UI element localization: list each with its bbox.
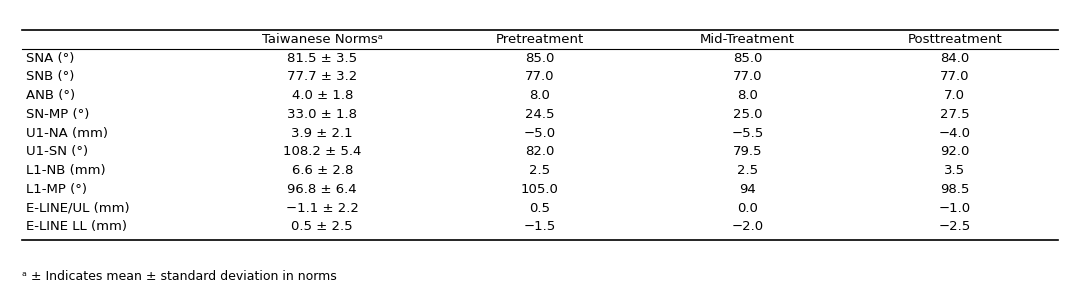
Text: SN-MP (°): SN-MP (°) [26, 108, 90, 121]
Text: −5.5: −5.5 [731, 127, 764, 140]
Text: Pretreatment: Pretreatment [496, 33, 584, 46]
Text: Posttreatment: Posttreatment [907, 33, 1002, 46]
Text: −5.0: −5.0 [524, 127, 556, 140]
Text: 2.5: 2.5 [737, 164, 758, 177]
Text: 3.9 ± 2.1: 3.9 ± 2.1 [292, 127, 353, 140]
Text: 81.5 ± 3.5: 81.5 ± 3.5 [287, 52, 357, 64]
Text: L1-NB (mm): L1-NB (mm) [26, 164, 106, 177]
Text: 24.5: 24.5 [525, 108, 555, 121]
Text: −1.0: −1.0 [939, 202, 971, 214]
Text: 92.0: 92.0 [940, 146, 970, 158]
Text: ᵃ ± Indicates mean ± standard deviation in norms: ᵃ ± Indicates mean ± standard deviation … [22, 269, 336, 283]
Text: 0.5 ± 2.5: 0.5 ± 2.5 [292, 220, 353, 233]
Text: 0.5: 0.5 [529, 202, 551, 214]
Text: E-LINE LL (mm): E-LINE LL (mm) [26, 220, 127, 233]
Text: 108.2 ± 5.4: 108.2 ± 5.4 [283, 146, 362, 158]
Text: 77.0: 77.0 [732, 70, 762, 83]
Text: 25.0: 25.0 [732, 108, 762, 121]
Text: 77.0: 77.0 [525, 70, 555, 83]
Text: −2.0: −2.0 [731, 220, 764, 233]
Text: ANB (°): ANB (°) [26, 89, 75, 102]
Text: 8.0: 8.0 [529, 89, 551, 102]
Text: 94: 94 [739, 183, 756, 196]
Text: −1.5: −1.5 [524, 220, 556, 233]
Text: 0.0: 0.0 [737, 202, 758, 214]
Text: SNB (°): SNB (°) [26, 70, 75, 83]
Text: −1.1 ± 2.2: −1.1 ± 2.2 [286, 202, 359, 214]
Text: 84.0: 84.0 [940, 52, 970, 64]
Text: 7.0: 7.0 [944, 89, 966, 102]
Text: 27.5: 27.5 [940, 108, 970, 121]
Text: 85.0: 85.0 [732, 52, 762, 64]
Text: 85.0: 85.0 [525, 52, 555, 64]
Text: 8.0: 8.0 [737, 89, 758, 102]
Text: Taiwanese Normsᵃ: Taiwanese Normsᵃ [261, 33, 382, 46]
Text: 2.5: 2.5 [529, 164, 551, 177]
Text: 77.0: 77.0 [940, 70, 970, 83]
Text: 96.8 ± 6.4: 96.8 ± 6.4 [287, 183, 357, 196]
Text: U1-SN (°): U1-SN (°) [26, 146, 89, 158]
Text: 77.7 ± 3.2: 77.7 ± 3.2 [287, 70, 357, 83]
Text: 79.5: 79.5 [732, 146, 762, 158]
Text: Mid-Treatment: Mid-Treatment [700, 33, 795, 46]
Text: 6.6 ± 2.8: 6.6 ± 2.8 [292, 164, 353, 177]
Text: −4.0: −4.0 [939, 127, 971, 140]
Text: E-LINE/UL (mm): E-LINE/UL (mm) [26, 202, 130, 214]
Text: 98.5: 98.5 [940, 183, 970, 196]
Text: SNA (°): SNA (°) [26, 52, 75, 64]
Text: U1-NA (mm): U1-NA (mm) [26, 127, 108, 140]
Text: −2.5: −2.5 [939, 220, 971, 233]
Text: 105.0: 105.0 [521, 183, 559, 196]
Text: L1-MP (°): L1-MP (°) [26, 183, 86, 196]
Text: 4.0 ± 1.8: 4.0 ± 1.8 [292, 89, 353, 102]
Text: 82.0: 82.0 [525, 146, 555, 158]
Text: 33.0 ± 1.8: 33.0 ± 1.8 [287, 108, 357, 121]
Text: 3.5: 3.5 [944, 164, 966, 177]
